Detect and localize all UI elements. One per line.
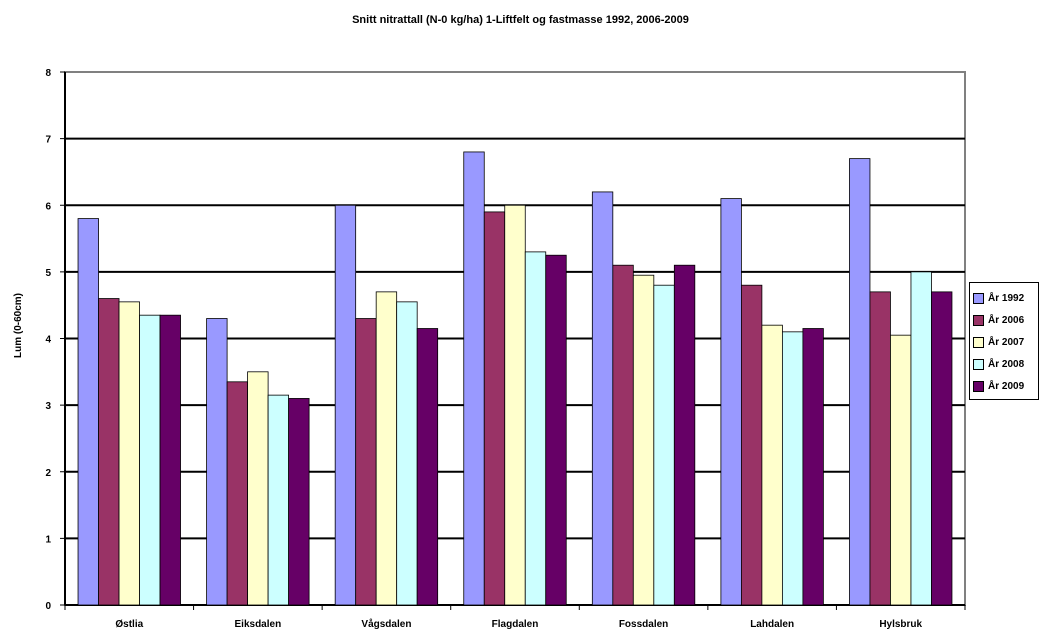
legend-item: År 1992 [973,287,1035,309]
bar [159,314,181,606]
y-tick-label: 8 [45,68,51,79]
bar [483,211,506,606]
x-tick-label: Eiksdalen [235,619,282,630]
bar [226,381,249,606]
legend-label: År 1992 [988,292,1025,304]
bar [416,328,439,606]
bar [247,371,269,606]
legend-item: År 2009 [973,375,1035,397]
legend-label: År 2008 [988,358,1025,370]
y-tick-label: 4 [45,335,51,346]
legend-label: År 2009 [988,380,1025,392]
bar [849,158,871,606]
bar [139,314,161,606]
x-tick-label: Fossdalen [619,619,668,630]
bar [869,291,891,606]
bar [545,254,567,606]
x-tick-label: Vågsdalen [361,618,411,630]
bar [334,204,357,606]
y-tick-label: 6 [45,201,51,212]
bar [118,301,140,606]
legend-item: År 2006 [973,309,1035,331]
bar [375,291,398,606]
bar [98,298,120,606]
y-tick-label: 0 [45,601,51,612]
y-tick-label: 7 [45,135,51,146]
y-tick-label: 3 [45,401,51,412]
bar [612,264,634,606]
x-tick-label: Lahdalen [750,619,794,630]
legend: År 1992 År 2006 År 2007 År 2008 År 2009 [969,282,1039,400]
y-axis-label: Lum (0-60cm) [13,292,25,359]
bar [720,198,742,606]
bar [267,394,290,606]
bar [931,291,953,606]
bar [77,218,99,606]
bar [504,204,526,606]
chart-title: Snitt nitrattall (N-0 kg/ha) 1-Liftfelt … [352,14,689,26]
bar [910,271,932,606]
bar [632,274,655,606]
legend-item: År 2007 [973,331,1035,353]
legend-label: År 2007 [988,336,1025,348]
legend-swatch [973,292,984,304]
bar [288,398,310,606]
bar [463,151,485,606]
legend-swatch [973,314,984,326]
bar [890,334,912,606]
bar [206,318,228,606]
y-tick-label: 1 [45,534,51,545]
bar [653,284,675,606]
bar [524,251,547,606]
legend-item: År 2008 [973,353,1035,375]
y-tick-label: 2 [45,468,51,479]
x-tick-label: Hylsbruk [879,619,922,630]
bar [761,324,783,606]
bar [740,284,763,606]
bar [591,191,614,606]
x-tick-label: Flagdalen [492,619,539,630]
y-tick-label: 5 [45,268,51,279]
legend-swatch [973,358,984,370]
bar [802,328,824,606]
x-tick-label: Østlia [115,619,143,630]
bar [396,301,418,606]
bar [355,318,377,606]
legend-swatch [973,380,984,392]
legend-swatch [973,336,984,348]
bar [673,264,696,606]
bar [781,331,804,606]
legend-label: År 2006 [988,314,1025,326]
